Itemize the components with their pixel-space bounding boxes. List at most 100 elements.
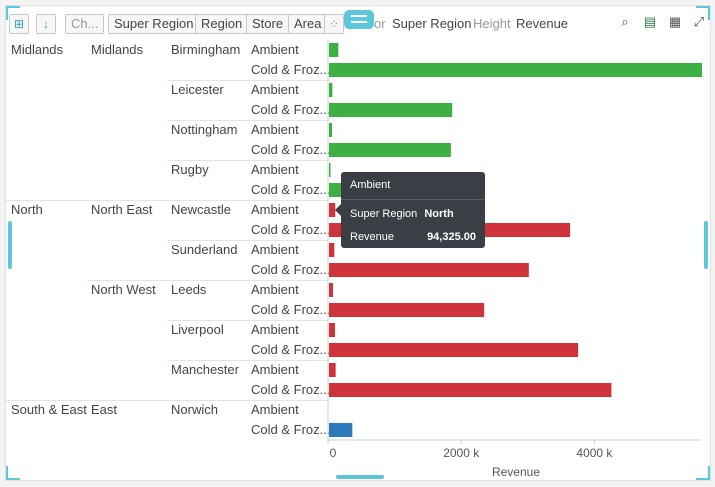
bar[interactable] <box>329 323 335 337</box>
tooltip-row1-value: North <box>424 208 454 220</box>
area-label: Ambient <box>251 202 299 217</box>
bar-chart: 0 2000 k 4000 k Revenue <box>327 40 702 479</box>
height-label: Height <box>473 16 511 31</box>
resize-corner-bottom-left[interactable] <box>6 466 20 480</box>
tooltip-row2-value: 94,325.00 <box>427 231 476 243</box>
area-label: Ambient <box>251 42 299 57</box>
toolbar: ⊞ ↓ Ch... Super Region Region Store Area… <box>6 6 712 40</box>
region-label: East <box>91 402 118 417</box>
super-region-label: South & East <box>11 402 87 417</box>
bar[interactable] <box>329 283 333 297</box>
tooltip-arrow <box>335 204 341 216</box>
search-icon[interactable]: ⌕ <box>621 14 629 29</box>
bar[interactable] <box>329 263 529 277</box>
row-separator <box>167 320 328 321</box>
store-label: Leicester <box>171 82 224 97</box>
add-panel-icon[interactable]: ⊞ <box>9 14 29 34</box>
area-label: Cold & Froz... <box>251 62 331 77</box>
store-label: Rugby <box>171 162 209 177</box>
excel-export-icon[interactable]: ▤ <box>643 14 657 29</box>
chart-panel: ⊞ ↓ Ch... Super Region Region Store Area… <box>5 5 711 481</box>
chart-type-dropdown[interactable]: Ch... <box>65 14 105 34</box>
area-label: Ambient <box>251 282 299 297</box>
store-label: Sunderland <box>171 242 238 257</box>
sort-icon[interactable]: ↓ <box>36 14 56 34</box>
bar[interactable] <box>329 83 333 97</box>
store-label: Leeds <box>171 282 207 297</box>
color-label: or <box>374 16 386 31</box>
expand-icon[interactable]: ⤢ <box>693 14 705 29</box>
area-label: Cold & Froz... <box>251 142 331 157</box>
row-separator <box>167 360 328 361</box>
bar[interactable] <box>329 423 353 437</box>
bar[interactable] <box>329 363 336 377</box>
x-tick-label: 0 <box>330 446 337 460</box>
hierarchy-table: Midlands Midlands Birmingham Ambient Cold & … <box>6 40 331 440</box>
row-separator <box>167 80 328 81</box>
tooltip-row2-label: Revenue <box>350 231 395 243</box>
tooltip-title: Ambient <box>350 179 391 191</box>
bar[interactable] <box>329 383 612 397</box>
resize-corner-top-right[interactable] <box>696 6 710 20</box>
tooltip-divider <box>341 199 485 200</box>
row-separator <box>167 160 328 161</box>
store-label: Norwich <box>171 402 218 417</box>
scatter-icon[interactable]: ⁘ <box>324 14 344 34</box>
resize-handle-bottom[interactable] <box>336 475 384 479</box>
store-label: Birmingham <box>171 42 241 57</box>
tooltip-row-revenue: Revenue 94,325.00 <box>350 231 476 243</box>
x-tick-label: 4000 k <box>576 446 613 460</box>
region-label: Midlands <box>91 42 144 57</box>
area-label: Ambient <box>251 162 299 177</box>
bar[interactable] <box>329 63 702 77</box>
bar[interactable] <box>329 123 332 137</box>
super-region-label: North <box>11 202 43 217</box>
bar[interactable] <box>329 203 336 217</box>
bar[interactable] <box>329 303 485 317</box>
resize-corner-bottom-right[interactable] <box>696 466 710 480</box>
pill-area[interactable]: Area <box>288 14 328 34</box>
row-separator <box>167 400 328 401</box>
area-label: Ambient <box>251 242 299 257</box>
resize-handle-left[interactable] <box>8 221 12 269</box>
bar[interactable] <box>329 163 331 177</box>
area-label: Cold & Froz... <box>251 182 331 197</box>
area-label: Ambient <box>251 362 299 377</box>
tooltip-row-super-region: Super Region North <box>350 208 454 220</box>
store-label: Liverpool <box>171 322 224 337</box>
x-axis-title: Revenue <box>492 465 540 479</box>
store-label: Manchester <box>171 362 239 377</box>
area-label: Ambient <box>251 122 299 137</box>
area-label: Ambient <box>251 322 299 337</box>
region-label: North West <box>91 282 156 297</box>
resize-corner-top-left[interactable] <box>6 6 20 20</box>
resize-handle-right[interactable] <box>704 221 708 269</box>
row-separator <box>167 280 328 281</box>
color-field[interactable]: Super Region <box>392 16 472 31</box>
tooltip: Ambient Super Region North Revenue 94,32… <box>335 172 485 248</box>
x-tick-label: 2000 k <box>443 446 480 460</box>
area-label: Ambient <box>251 82 299 97</box>
super-region-label: Midlands <box>11 42 64 57</box>
drag-handle[interactable] <box>344 10 374 29</box>
row-separator <box>167 240 328 241</box>
height-field[interactable]: Revenue <box>516 16 569 31</box>
area-label: Cold & Froz... <box>251 422 331 437</box>
store-label: Nottingham <box>171 122 238 137</box>
row-separator <box>167 200 328 201</box>
area-label: Cold & Froz... <box>251 382 331 397</box>
bar[interactable] <box>329 243 335 257</box>
table-view-icon[interactable]: ▦ <box>668 14 682 29</box>
row-separator <box>167 120 328 121</box>
area-label: Cold & Froz... <box>251 342 331 357</box>
bar[interactable] <box>329 43 339 57</box>
area-label: Cold & Froz... <box>251 102 331 117</box>
bar[interactable] <box>329 343 579 357</box>
tooltip-row1-label: Super Region <box>350 208 418 220</box>
area-label: Cold & Froz... <box>251 262 331 277</box>
area-label: Cold & Froz... <box>251 302 331 317</box>
bar[interactable] <box>329 143 451 157</box>
bar[interactable] <box>329 103 453 117</box>
area-label: Cold & Froz... <box>251 222 331 237</box>
area-label: Ambient <box>251 402 299 417</box>
